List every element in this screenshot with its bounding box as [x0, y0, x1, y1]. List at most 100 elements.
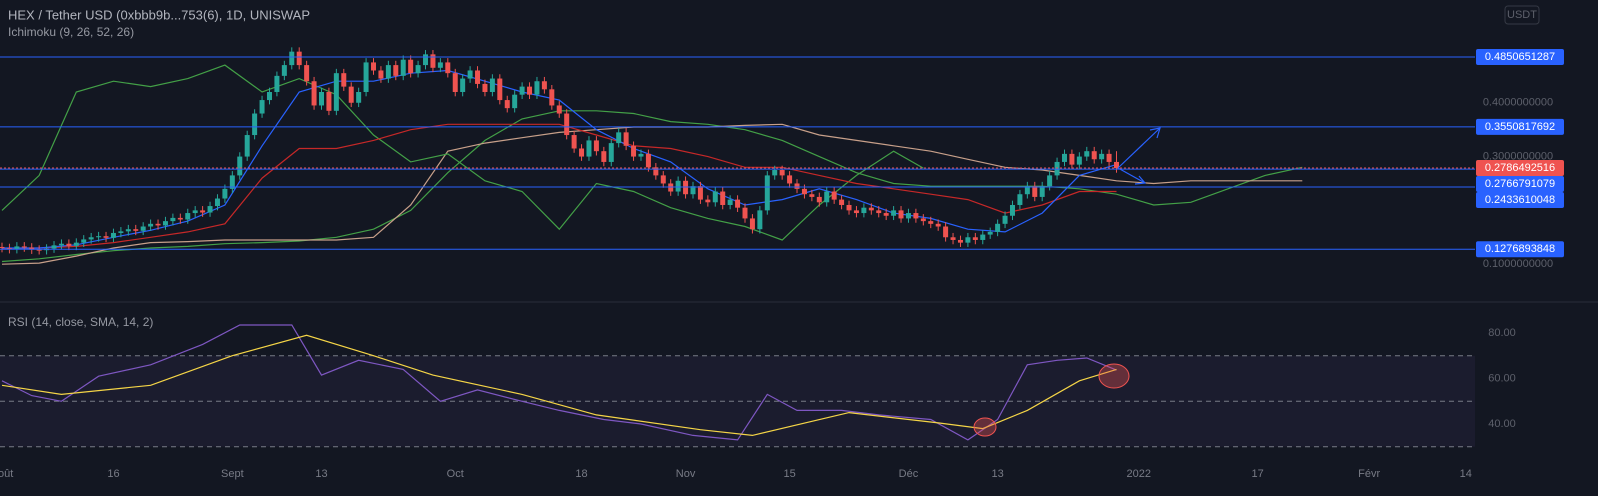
candle-body — [861, 207, 867, 214]
candle-body — [1009, 204, 1015, 216]
candle-body — [207, 206, 213, 213]
candle-body — [318, 92, 324, 106]
candle-body — [81, 239, 87, 243]
candle-body — [839, 199, 845, 205]
candle-body — [88, 237, 94, 240]
candle-body — [363, 62, 369, 93]
candle-body — [244, 135, 250, 157]
x-tick-label: 13 — [315, 468, 327, 480]
candle-body — [608, 143, 614, 162]
candle-body — [482, 83, 488, 93]
candle-body — [1032, 186, 1038, 197]
candle-body — [653, 167, 659, 176]
candle-body — [541, 81, 547, 90]
candle-body — [675, 180, 681, 192]
x-tick-label: Déc — [899, 468, 919, 480]
candle-body — [1091, 151, 1097, 160]
candle-body — [21, 246, 27, 248]
candle-body — [393, 65, 399, 76]
candle-body — [824, 191, 830, 203]
candle-body — [1047, 175, 1053, 187]
candle-body — [170, 217, 176, 222]
x-tick-label: Nov — [676, 468, 696, 480]
candle-body — [437, 62, 443, 68]
candle-body — [415, 65, 421, 74]
indicator-line — [1, 123, 1117, 250]
x-tick-label: Févr — [1358, 468, 1380, 480]
candle-body — [371, 62, 377, 71]
candle-body — [616, 132, 622, 144]
candle-body — [489, 78, 495, 93]
y-tick-label: 0.4000000000 — [1483, 97, 1553, 109]
candle-body — [497, 78, 503, 101]
currency-label[interactable]: USDT — [1507, 9, 1537, 21]
candle-body — [229, 175, 235, 189]
candle-body — [712, 191, 718, 203]
candle-body — [920, 218, 926, 222]
price-label: 0.2786492516 — [1485, 162, 1555, 174]
trend-arrow — [1117, 167, 1146, 184]
candle-body — [853, 210, 859, 214]
candle-body — [1106, 153, 1112, 162]
candle-body — [898, 210, 904, 219]
candle-body — [965, 237, 971, 243]
candle-body — [846, 204, 852, 211]
candle-body — [913, 213, 919, 219]
candle-body — [519, 86, 525, 95]
candle-body — [876, 210, 882, 214]
candle-body — [905, 213, 911, 219]
rsi-title: RSI (14, close, SMA, 14, 2) — [8, 315, 153, 329]
candle-body — [987, 231, 993, 235]
x-tick-label: 17 — [1252, 468, 1264, 480]
highlight-ellipse — [1098, 363, 1130, 389]
candle-body — [891, 210, 897, 216]
x-tick-label: 18 — [575, 468, 587, 480]
indicator-line — [1, 64, 924, 241]
candle-body — [638, 153, 644, 157]
candle-body — [348, 86, 354, 103]
candle-body — [772, 170, 778, 176]
candle-body — [222, 188, 228, 199]
candle-body — [534, 81, 540, 95]
price-label: 0.4850651287 — [1485, 51, 1555, 63]
candle-body — [237, 156, 243, 176]
candle-body — [950, 237, 956, 240]
candle-body — [868, 207, 874, 211]
price-label: 0.2766791079 — [1485, 178, 1555, 190]
candle-body — [504, 100, 510, 109]
candle-body — [259, 100, 265, 114]
indicator-line — [1, 110, 1303, 263]
candle-body — [779, 170, 785, 176]
indicator-line — [1, 334, 1117, 437]
candle-body — [14, 246, 20, 250]
chart-title: HEX / Tether USD (0xbbb9b...753(6), 1D, … — [8, 7, 310, 22]
candle-body — [757, 210, 763, 230]
candle-body — [475, 70, 481, 84]
candle-body — [73, 242, 79, 246]
y-tick-label: 40.00 — [1488, 418, 1516, 430]
candle-body — [192, 210, 198, 214]
currency-button[interactable] — [1504, 5, 1540, 25]
candle-body — [787, 175, 793, 184]
candle-body — [1002, 215, 1008, 224]
candle-body — [556, 105, 562, 114]
candle-body — [705, 199, 711, 203]
x-tick-label: Oct — [447, 468, 464, 480]
candle-body — [29, 247, 35, 250]
candle-body — [645, 153, 651, 168]
candle-body — [162, 221, 168, 226]
y-tick-label: 80.00 — [1488, 327, 1516, 339]
candle-body — [58, 243, 64, 246]
candle-body — [1017, 194, 1023, 205]
candle-body — [660, 175, 666, 184]
candle-body — [281, 65, 287, 76]
candle-body — [118, 231, 124, 233]
price-label-bg — [1476, 176, 1564, 193]
x-tick-label: Août — [0, 468, 13, 480]
candle-body — [252, 113, 258, 136]
candle-body — [957, 239, 963, 243]
candle-body — [200, 210, 206, 213]
candle-body — [452, 73, 458, 93]
candle-body — [801, 188, 807, 195]
